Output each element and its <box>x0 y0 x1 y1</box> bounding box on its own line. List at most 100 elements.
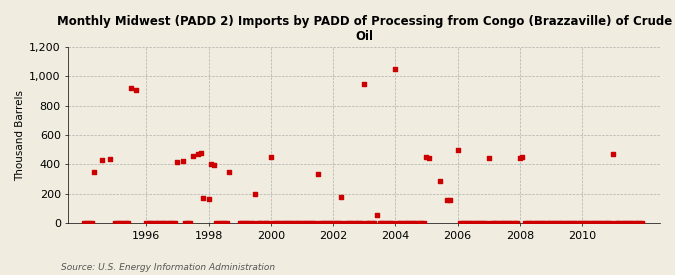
Point <box>105 157 115 161</box>
Point <box>289 221 300 225</box>
Point <box>126 86 136 90</box>
Point <box>281 221 292 225</box>
Point <box>403 221 414 225</box>
Title: Monthly Midwest (PADD 2) Imports by PADD of Processing from Congo (Brazzaville) : Monthly Midwest (PADD 2) Imports by PADD… <box>57 15 672 43</box>
Point <box>590 221 601 225</box>
Point <box>514 156 525 160</box>
Point <box>545 221 556 225</box>
Point <box>434 178 445 183</box>
Point <box>375 221 385 225</box>
Point <box>465 221 476 225</box>
Point <box>367 221 377 225</box>
Point <box>541 221 551 225</box>
Point <box>315 221 325 225</box>
Point <box>587 221 598 225</box>
Point <box>247 221 258 225</box>
Point <box>244 221 255 225</box>
Point <box>193 152 204 156</box>
Point <box>517 155 528 159</box>
Point <box>307 221 318 225</box>
Point <box>478 221 489 225</box>
Point <box>610 221 621 225</box>
Point <box>78 221 89 225</box>
Point <box>369 221 380 225</box>
Point <box>265 155 276 159</box>
Point <box>385 221 396 225</box>
Point <box>325 221 335 225</box>
Point <box>585 221 595 225</box>
Point <box>258 221 269 225</box>
Point <box>444 198 455 203</box>
Point <box>372 213 383 217</box>
Point <box>89 169 100 174</box>
Point <box>520 221 531 225</box>
Point <box>493 221 504 225</box>
Point <box>595 221 605 225</box>
Point <box>302 221 313 225</box>
Point <box>146 221 157 225</box>
Point <box>157 221 167 225</box>
Point <box>198 196 209 200</box>
Point <box>180 221 190 225</box>
Point <box>333 221 344 225</box>
Point <box>354 221 364 225</box>
Point <box>413 221 424 225</box>
Point <box>216 221 227 225</box>
Point <box>634 221 645 225</box>
Point <box>582 221 593 225</box>
Point <box>323 221 333 225</box>
Point <box>621 221 632 225</box>
Point <box>161 221 172 225</box>
Point <box>616 221 626 225</box>
Point <box>535 221 546 225</box>
Point <box>84 221 95 225</box>
Point <box>623 221 634 225</box>
Point <box>117 221 128 225</box>
Point <box>387 221 398 225</box>
Point <box>390 67 401 71</box>
Point <box>608 152 619 156</box>
Point <box>335 221 346 225</box>
Point <box>271 221 281 225</box>
Point <box>418 221 429 225</box>
Point <box>559 221 570 225</box>
Point <box>554 221 564 225</box>
Point <box>86 221 97 225</box>
Point <box>473 221 484 225</box>
Point <box>410 221 421 225</box>
Point <box>499 221 510 225</box>
Point <box>631 221 642 225</box>
Point <box>551 221 562 225</box>
Point <box>151 221 162 225</box>
Point <box>468 221 479 225</box>
Point <box>252 221 263 225</box>
Point <box>561 221 572 225</box>
Point <box>569 221 580 225</box>
Point <box>348 221 359 225</box>
Point <box>268 221 279 225</box>
Point <box>618 221 629 225</box>
Point <box>564 221 574 225</box>
Point <box>275 221 286 225</box>
Point <box>566 221 577 225</box>
Point <box>255 221 266 225</box>
Point <box>470 221 481 225</box>
Point <box>284 221 294 225</box>
Point <box>504 221 515 225</box>
Point <box>528 221 539 225</box>
Point <box>522 221 533 225</box>
Point <box>110 221 121 225</box>
Point <box>398 221 408 225</box>
Point <box>593 221 603 225</box>
Point <box>395 221 406 225</box>
Point <box>379 221 390 225</box>
Point <box>421 155 432 159</box>
Point <box>574 221 585 225</box>
Point <box>120 221 131 225</box>
Point <box>507 221 518 225</box>
Point <box>344 221 354 225</box>
Point <box>242 221 253 225</box>
Point <box>525 221 536 225</box>
Point <box>481 221 491 225</box>
Point <box>250 192 261 196</box>
